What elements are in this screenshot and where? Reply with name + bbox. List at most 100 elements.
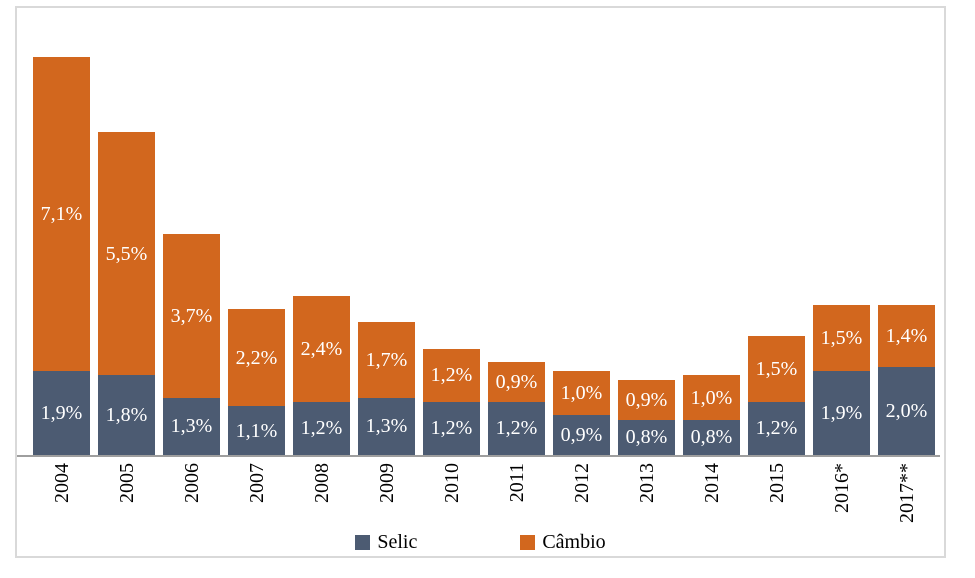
bar-value-label: 1,2% bbox=[300, 417, 343, 440]
x-axis-label-cell-2010: 2010 bbox=[423, 461, 480, 533]
x-axis-tick-label: 2014 bbox=[700, 463, 723, 503]
bar-segment-cambio-2005: 5,5% bbox=[98, 132, 155, 376]
bar-column-2013: 0,9% 0,8% bbox=[618, 379, 675, 455]
bar-column-2016: 1,5% 1,9% bbox=[813, 304, 870, 455]
x-axis-label-cell-2006: 2006 bbox=[163, 461, 220, 533]
bar-value-label: 0,8% bbox=[625, 426, 668, 449]
bar-column-2017: 1,4% 2,0% bbox=[878, 304, 935, 455]
legend-swatch-selic bbox=[355, 535, 371, 550]
bar-value-label: 1,3% bbox=[170, 415, 213, 438]
bar-value-label: 1,0% bbox=[690, 386, 733, 409]
x-axis-label-cell-2012: 2012 bbox=[553, 461, 610, 533]
x-axis-label-cell-2005: 2005 bbox=[98, 461, 155, 533]
bar-column-2009: 1,7% 1,3% bbox=[358, 322, 415, 455]
bar-segment-cambio-2014: 1,0% bbox=[683, 375, 740, 420]
x-axis-tick-label: 2006 bbox=[180, 463, 203, 503]
bar-segment-cambio-2006: 3,7% bbox=[163, 234, 220, 398]
bar-column-2006: 3,7% 1,3% bbox=[163, 234, 220, 455]
bar-value-label: 1,8% bbox=[105, 404, 148, 427]
bar-value-label: 2,4% bbox=[300, 337, 343, 360]
bar-segment-selic-2017: 2,0% bbox=[878, 366, 935, 455]
bar-segment-selic-2012: 0,9% bbox=[553, 415, 610, 455]
bar-value-label: 0,9% bbox=[560, 424, 603, 447]
bar-column-2010: 1,2% 1,2% bbox=[423, 348, 480, 455]
bar-segment-cambio-2007: 2,2% bbox=[228, 309, 285, 407]
x-axis-tick-label: 2016* bbox=[830, 463, 853, 513]
bar-segment-cambio-2011: 0,9% bbox=[488, 362, 545, 402]
bar-value-label: 1,2% bbox=[430, 364, 473, 387]
bar-value-label: 5,5% bbox=[105, 242, 148, 265]
bar-value-label: 1,0% bbox=[560, 382, 603, 405]
bar-segment-cambio-2009: 1,7% bbox=[358, 322, 415, 398]
legend-item-cambio: Câmbio bbox=[520, 531, 606, 554]
chart-canvas: 7,1% 1,9% 5,5% 1,8% 3,7% 1,3% 2,2% 1,1% 2,4% 1,2%… bbox=[15, 6, 946, 558]
bar-segment-selic-2015: 1,2% bbox=[748, 401, 805, 455]
x-axis-tick-label: 2017** bbox=[895, 463, 918, 523]
bar-column-2011: 0,9% 1,2% bbox=[488, 362, 545, 455]
bar-value-label: 0,8% bbox=[690, 426, 733, 449]
bar-value-label: 3,7% bbox=[170, 304, 213, 327]
legend: Selic Câmbio bbox=[17, 531, 944, 554]
bar-segment-cambio-2010: 1,2% bbox=[423, 348, 480, 402]
x-axis-tick-label: 2010 bbox=[440, 463, 463, 503]
x-axis-label-cell-2015: 2015 bbox=[748, 461, 805, 533]
bar-segment-cambio-2004: 7,1% bbox=[33, 57, 90, 372]
x-axis-label-cell-2004: 2004 bbox=[33, 461, 90, 533]
bar-segment-cambio-2015: 1,5% bbox=[748, 335, 805, 402]
bar-column-2007: 2,2% 1,1% bbox=[228, 309, 285, 455]
bar-value-label: 1,2% bbox=[430, 417, 473, 440]
bar-value-label: 1,5% bbox=[820, 326, 863, 349]
bar-value-label: 1,5% bbox=[755, 357, 798, 380]
bar-segment-selic-2010: 1,2% bbox=[423, 401, 480, 455]
x-axis-tick-label: 2013 bbox=[635, 463, 658, 503]
bar-value-label: 1,2% bbox=[755, 417, 798, 440]
bar-segment-selic-2008: 1,2% bbox=[293, 401, 350, 455]
bar-segment-selic-2016: 1,9% bbox=[813, 371, 870, 455]
bar-column-2015: 1,5% 1,2% bbox=[748, 335, 805, 455]
x-axis-tick-label: 2015 bbox=[765, 463, 788, 503]
x-axis-tick-label: 2009 bbox=[375, 463, 398, 503]
bar-segment-cambio-2016: 1,5% bbox=[813, 304, 870, 372]
x-axis-label-cell-2014: 2014 bbox=[683, 461, 740, 533]
bar-value-label: 0,9% bbox=[625, 388, 668, 411]
x-axis-labels: 2004 2005 2006 2007 2008 2009 2010 2011 2012 2013… bbox=[33, 461, 935, 533]
bar-segment-selic-2005: 1,8% bbox=[98, 375, 155, 455]
bar-segment-selic-2013: 0,8% bbox=[618, 419, 675, 455]
legend-label: Câmbio bbox=[542, 531, 606, 553]
bar-column-2008: 2,4% 1,2% bbox=[293, 295, 350, 455]
bar-value-label: 2,2% bbox=[235, 346, 278, 369]
x-axis-label-cell-2009: 2009 bbox=[358, 461, 415, 533]
bar-segment-selic-2004: 1,9% bbox=[33, 371, 90, 455]
legend-swatch-cambio bbox=[520, 535, 536, 550]
bar-column-2012: 1,0% 0,9% bbox=[553, 371, 610, 455]
bar-value-label: 1,9% bbox=[40, 402, 83, 425]
bar-value-label: 1,2% bbox=[495, 417, 538, 440]
x-axis-tick-label: 2007 bbox=[245, 463, 268, 503]
bar-value-label: 2,0% bbox=[885, 399, 928, 422]
bar-column-2014: 1,0% 0,8% bbox=[683, 375, 740, 455]
bar-segment-selic-2014: 0,8% bbox=[683, 419, 740, 455]
x-axis-tick-label: 2012 bbox=[570, 463, 593, 503]
bar-value-label: 0,9% bbox=[495, 371, 538, 394]
x-axis-tick-label: 2004 bbox=[50, 463, 73, 503]
bar-segment-cambio-2013: 0,9% bbox=[618, 379, 675, 420]
bar-value-label: 1,4% bbox=[885, 324, 928, 347]
x-axis-label-cell-2017: 2017** bbox=[878, 461, 935, 533]
bar-segment-cambio-2012: 1,0% bbox=[553, 371, 610, 416]
bar-segment-selic-2009: 1,3% bbox=[358, 397, 415, 455]
bar-segment-cambio-2008: 2,4% bbox=[293, 295, 350, 402]
bar-segment-selic-2006: 1,3% bbox=[163, 397, 220, 455]
x-axis-label-cell-2013: 2013 bbox=[618, 461, 675, 533]
x-axis-label-cell-2011: 2011 bbox=[488, 461, 545, 533]
x-axis-label-cell-2016: 2016* bbox=[813, 461, 870, 533]
legend-item-selic: Selic bbox=[355, 531, 417, 554]
bar-segment-cambio-2017: 1,4% bbox=[878, 304, 935, 367]
bar-value-label: 1,1% bbox=[235, 419, 278, 442]
legend-label: Selic bbox=[377, 531, 418, 553]
plot-area: 7,1% 1,9% 5,5% 1,8% 3,7% 1,3% 2,2% 1,1% 2,4% 1,2%… bbox=[33, 13, 935, 455]
bar-value-label: 1,7% bbox=[365, 348, 408, 371]
x-axis-tick-label: 2005 bbox=[115, 463, 138, 503]
bar-value-label: 1,9% bbox=[820, 402, 863, 425]
x-axis-tick-label: 2011 bbox=[505, 463, 528, 503]
bar-column-2004: 7,1% 1,9% bbox=[33, 57, 90, 455]
